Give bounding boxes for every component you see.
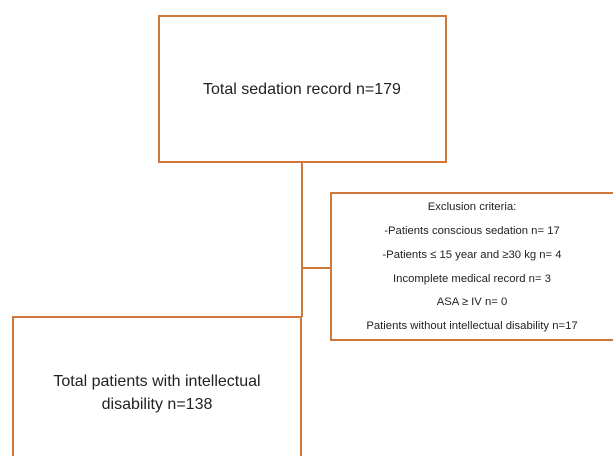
exclusion-item: -Patients conscious sedation n= 17 [384,225,560,237]
exclusion-box [330,192,613,341]
exclusion-item: -Patients ≤ 15 year and ≥30 kg n= 4 [382,249,561,261]
patients-label: Total patients with intellectual [53,373,260,390]
exclusion-item: ASA ≥ IV n= 0 [437,296,508,308]
exclusion-item: Incomplete medical record n= 3 [393,273,551,285]
total-box [158,15,447,163]
patients-box [12,316,302,456]
exclusion-item: Patients without intellectual disability… [366,320,577,332]
patients-label: disability n=138 [102,396,213,413]
exclusion-title: Exclusion criteria: [428,201,517,213]
total-label: Total sedation record n=179 [203,81,401,98]
